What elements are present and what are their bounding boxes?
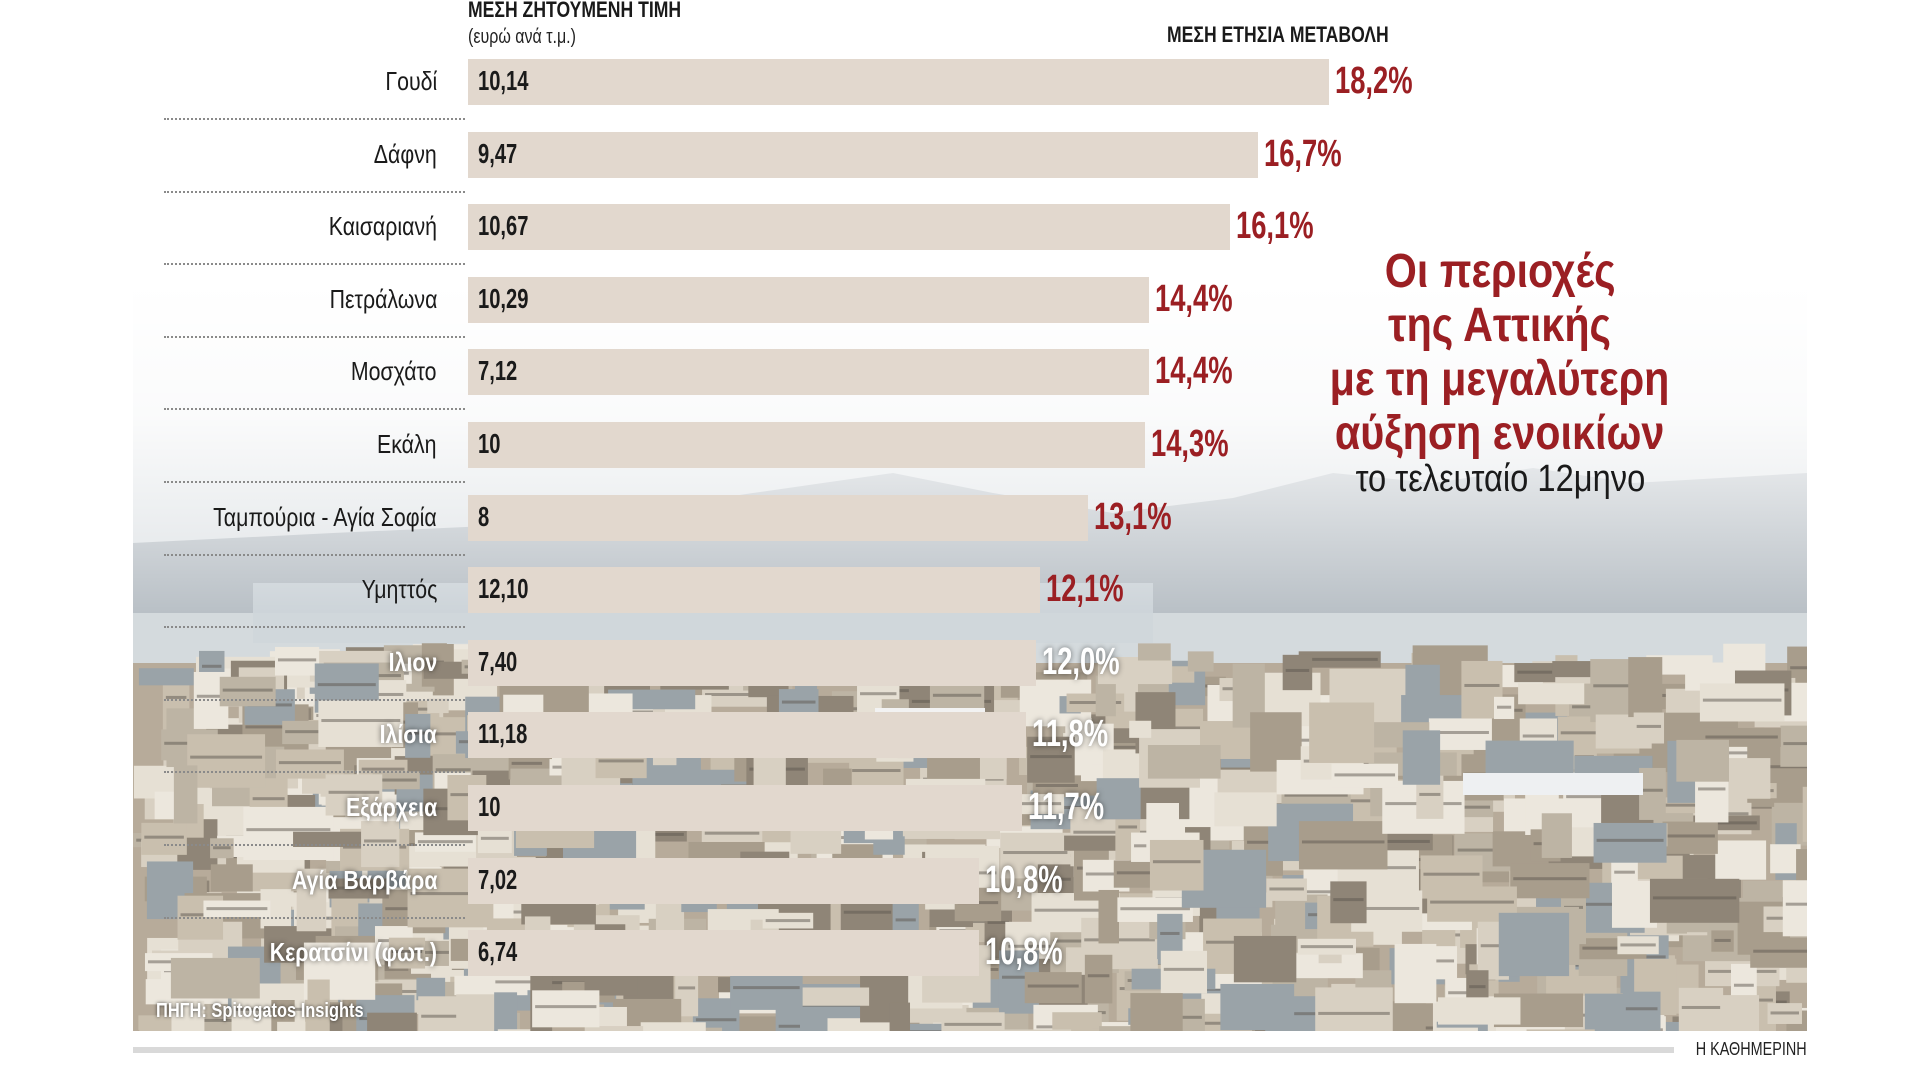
footer-rule: [133, 1047, 1674, 1053]
price-header: ΜΕΣΗ ΖΗΤΟΥΜΕΝΗ ΤΙΜΗ: [468, 0, 682, 22]
bar: [468, 712, 1027, 759]
row-divider: [164, 626, 465, 629]
source-note: ΠΗΓΗ: Spitogatos Insights: [156, 1000, 364, 1022]
bar: [468, 131, 1259, 178]
bar: [468, 59, 1329, 105]
change-label: 14,3%: [1150, 423, 1229, 465]
bar: [468, 204, 1230, 251]
price-label: 7,40: [478, 645, 518, 677]
category-label: Πετράλωνα: [329, 283, 437, 314]
category-label: Ιλιον: [388, 646, 437, 677]
row-divider: [164, 263, 465, 266]
change-label: 18,2%: [1335, 60, 1413, 102]
bar-row: Γουδί 10,14 18,2%: [0, 46, 1920, 120]
bar: [468, 930, 979, 977]
price-unit: (ευρώ ανά τ.μ.): [468, 26, 576, 48]
category-label: Αγία Βαρβάρα: [291, 864, 437, 895]
brand-logo: Η ΚΑΘΗΜΕΡΙΝΗ: [1696, 1039, 1807, 1059]
bar-row: Κερατσίνι (φωτ.) 6,74 10,8%: [0, 917, 1920, 989]
change-label: 14,4%: [1155, 350, 1233, 393]
price-label: 7,12: [478, 355, 518, 387]
row-divider: [164, 408, 465, 411]
price-label: 10,29: [478, 282, 529, 314]
bar-row: Εκάλη 10 14,3%: [0, 409, 1920, 483]
bar: [468, 494, 1088, 541]
bar-row: Δάφνη 9,47 16,7%: [0, 119, 1920, 193]
category-label: Γουδί: [385, 66, 437, 96]
change-label: 12,1%: [1046, 568, 1125, 611]
bar: [468, 639, 1036, 686]
bar-row: Καισαριανή 10,67 16,1%: [0, 191, 1920, 266]
price-label: 10,14: [478, 65, 529, 96]
category-label: Εκάλη: [377, 429, 437, 459]
row-divider: [164, 481, 465, 483]
price-label: 9,47: [478, 137, 518, 169]
row-divider: [164, 771, 465, 774]
price-label: 8: [478, 500, 490, 532]
row-divider: [164, 916, 465, 919]
category-label: Ιλίσια: [379, 719, 437, 750]
price-label: 12,10: [478, 573, 529, 605]
row-divider: [164, 118, 465, 120]
category-label: Δάφνη: [374, 138, 437, 169]
change-label: 16,1%: [1235, 205, 1314, 248]
change-label: 16,7%: [1264, 132, 1342, 175]
category-label: Ταμπούρια - Αγία Σοφία: [213, 501, 437, 532]
row-divider: [164, 190, 465, 193]
change-label: 11,7%: [1027, 786, 1104, 828]
bar: [468, 567, 1041, 614]
change-header: ΜΕΣΗ ΕΤΗΣΙΑ ΜΕΤΑΒΟΛΗ: [1167, 22, 1389, 47]
row-divider: [164, 335, 465, 338]
category-label: Καισαριανή: [328, 211, 437, 242]
change-label: 10,8%: [984, 858, 1063, 901]
bar-row: Υμηττός 12,10 12,1%: [0, 554, 1920, 629]
price-label: 7,02: [478, 863, 518, 895]
category-label: Κερατσίνι (φωτ.): [269, 937, 437, 968]
bar: [468, 422, 1145, 468]
change-label: 11,8%: [1032, 713, 1109, 756]
bar-row: Εξάρχεια 10 11,7%: [0, 772, 1920, 846]
price-label: 11,18: [478, 718, 528, 750]
price-label: 10: [478, 791, 501, 822]
category-label: Υμηττός: [361, 574, 437, 605]
price-label: 10: [478, 428, 501, 459]
row-divider: [164, 844, 465, 846]
bar: [468, 276, 1150, 323]
change-label: 13,1%: [1093, 495, 1172, 538]
bar-row: Πετράλωνα 10,29 14,4%: [0, 264, 1920, 338]
chart-title: Οι περιοχές της Αττικής με τη μεγαλύτερη…: [1330, 245, 1670, 460]
chart-subtitle: το τελευταίο 12μηνο: [1355, 458, 1645, 500]
bar-row: Ιλίσια 11,18 11,8%: [0, 699, 1920, 774]
category-label: Εξάρχεια: [345, 792, 437, 822]
bar-row: Ιλιον 7,40 12,0%: [0, 627, 1920, 701]
row-divider: [164, 553, 465, 556]
price-label: 10,67: [478, 210, 529, 242]
bar: [468, 857, 979, 904]
bar: [468, 785, 1022, 831]
change-label: 14,4%: [1155, 277, 1233, 320]
bar: [468, 349, 1150, 396]
price-label: 6,74: [478, 936, 518, 968]
change-label: 10,8%: [984, 931, 1063, 974]
bar-row: Ταμπούρια - Αγία Σοφία 8 13,1%: [0, 482, 1920, 556]
change-label: 12,0%: [1041, 640, 1120, 683]
bar-row: Αγία Βαρβάρα 7,02 10,8%: [0, 845, 1920, 919]
row-divider: [164, 698, 465, 701]
category-label: Μοσχάτο: [351, 356, 437, 387]
bar-row: Μοσχάτο 7,12 14,4%: [0, 336, 1920, 411]
